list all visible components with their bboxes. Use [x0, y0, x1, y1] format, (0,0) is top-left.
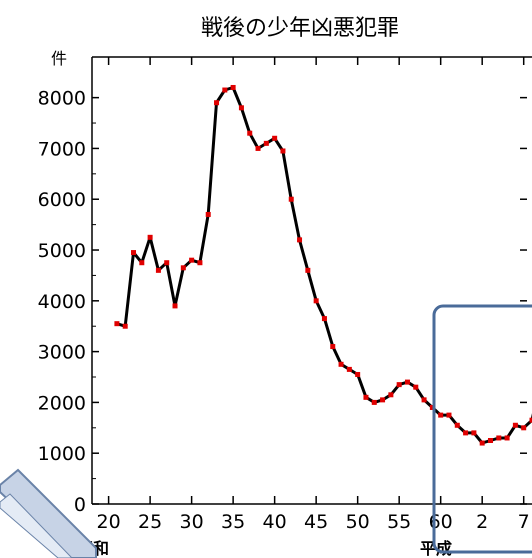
axes: [91, 56, 532, 505]
data-point: [255, 145, 261, 151]
data-point: [471, 430, 477, 436]
data-point: [214, 100, 220, 106]
data-point: [197, 260, 203, 266]
data-point: [305, 267, 311, 273]
data-point: [247, 130, 253, 136]
x-tick-label: 45: [304, 511, 328, 533]
x-tick-label: 25: [138, 511, 162, 533]
data-point: [521, 425, 527, 431]
data-point: [155, 267, 161, 273]
data-point: [238, 105, 244, 111]
tick-marks: [92, 57, 527, 505]
data-point: [479, 440, 485, 446]
y-tick-label: 1000: [38, 443, 86, 465]
x-tick-label: 30: [180, 511, 204, 533]
data-point: [338, 361, 344, 367]
data-point: [122, 323, 128, 329]
data-point: [421, 397, 427, 403]
data-point: [496, 435, 502, 441]
data-point: [355, 371, 361, 377]
y-tick-label: 0: [74, 494, 86, 516]
highlight-box: [432, 304, 532, 554]
data-point: [487, 438, 493, 444]
data-point: [321, 316, 327, 322]
x-tick-label: 20: [97, 511, 121, 533]
x-tick-label: 50: [346, 511, 370, 533]
y-tick-label: 8000: [38, 88, 86, 110]
data-point: [363, 394, 369, 400]
data-point: [114, 321, 120, 327]
data-point: [230, 84, 236, 90]
data-point: [180, 265, 186, 271]
data-point: [404, 379, 410, 385]
data-point: [429, 404, 435, 410]
data-point: [396, 382, 402, 388]
data-point: [504, 435, 510, 441]
data-point: [313, 298, 319, 304]
data-point: [512, 422, 518, 428]
data-point: [189, 257, 195, 263]
series-line: [116, 86, 532, 445]
data-point: [297, 237, 303, 243]
data-point: [164, 260, 170, 266]
x-tick-label: 2: [476, 511, 488, 533]
x-tick-label: 60: [429, 511, 453, 533]
data-point: [263, 140, 269, 146]
series-line-group: [116, 86, 532, 445]
data-point: [288, 196, 294, 202]
y-tick-label: 6000: [38, 189, 86, 211]
decorative-arrow-stripe: [0, 468, 97, 558]
data-point: [463, 430, 469, 436]
chart-title: 戦後の少年凶悪犯罪: [201, 16, 399, 41]
data-point: [272, 135, 278, 141]
data-point: [222, 87, 228, 93]
data-point: [280, 148, 286, 154]
data-point: [172, 303, 178, 309]
data-point: [413, 384, 419, 390]
y-tick-label: 4000: [38, 291, 86, 313]
data-point: [139, 260, 145, 266]
data-point: [346, 366, 352, 372]
y-tick-label: 7000: [38, 138, 86, 160]
y-tick-label: 5000: [38, 240, 86, 262]
data-point: [330, 344, 336, 350]
tick-labels: 0 1000 2000 3000 4000 5000 6000 7000 8000 20 25 30 3…: [38, 88, 530, 533]
data-point: [371, 399, 377, 405]
y-axis-label: 件: [51, 49, 67, 68]
x-tick-label: 40: [263, 511, 287, 533]
x-tick-label: 55: [387, 511, 411, 533]
x-tick-label: 7: [518, 511, 530, 533]
data-point: [131, 250, 137, 256]
data-point: [205, 211, 211, 217]
y-tick-label: 2000: [38, 392, 86, 414]
data-point: [147, 234, 153, 240]
data-point-markers: [114, 84, 532, 446]
data-point: [388, 392, 394, 398]
data-point: [454, 422, 460, 428]
x-tick-label: 35: [221, 511, 245, 533]
data-point: [529, 417, 532, 423]
data-point: [438, 412, 444, 418]
y-tick-label: 3000: [38, 342, 86, 364]
data-point: [446, 412, 452, 418]
data-point: [380, 397, 386, 403]
decorative-arrow-stripe-inner: [0, 493, 73, 558]
